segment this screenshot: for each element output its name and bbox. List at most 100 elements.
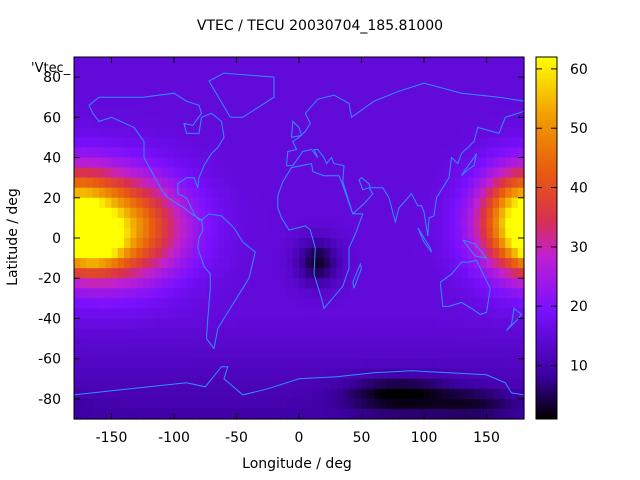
heatmap-cell — [267, 217, 275, 229]
heatmap-cell — [86, 167, 94, 179]
heatmap-cell — [467, 217, 475, 229]
heatmap-cell — [230, 197, 238, 209]
heatmap-cell — [142, 248, 150, 259]
heatmap-cell — [111, 268, 119, 279]
heatmap-cell — [99, 177, 106, 189]
heatmap-cell — [236, 298, 244, 309]
heatmap-cell — [211, 348, 219, 360]
heatmap-cell — [255, 67, 263, 78]
heatmap-cell — [442, 388, 450, 400]
heatmap-cell — [392, 298, 400, 309]
heatmap-cell — [492, 378, 500, 390]
heatmap-cell — [211, 97, 219, 108]
heatmap-cell — [411, 358, 419, 370]
heatmap-cell — [417, 197, 425, 209]
heatmap-cell — [305, 77, 313, 88]
heatmap-cell — [330, 298, 338, 309]
heatmap-cell — [292, 147, 300, 159]
heatmap-cell — [430, 157, 438, 169]
heatmap-cell — [386, 217, 394, 229]
heatmap-cell — [280, 258, 288, 269]
heatmap-cell — [517, 298, 525, 309]
heatmap-cell — [180, 57, 188, 68]
heatmap-cell — [124, 378, 131, 390]
heatmap-cell — [405, 298, 413, 309]
heatmap-cell — [474, 177, 481, 189]
heatmap-cell — [136, 268, 144, 279]
heatmap-cell — [511, 258, 519, 269]
heatmap-cell — [361, 338, 369, 350]
heatmap-cell — [311, 57, 319, 68]
heatmap-cell — [449, 378, 456, 390]
heatmap-cell — [361, 328, 369, 340]
heatmap-cell — [386, 67, 394, 78]
heatmap-cell — [411, 318, 419, 330]
heatmap-cell — [374, 117, 381, 128]
heatmap-cell — [492, 197, 500, 209]
heatmap-cell — [317, 328, 325, 340]
x-tick-label: -50 — [225, 430, 248, 446]
heatmap-cell — [405, 328, 413, 340]
heatmap-cell — [455, 318, 463, 330]
heatmap-cell — [499, 358, 506, 370]
heatmap-cell — [74, 288, 81, 299]
plot-annotation: 'Vtec_ — [31, 61, 71, 76]
heatmap-cell — [217, 207, 225, 219]
heatmap-cell — [367, 398, 375, 410]
heatmap-cell — [455, 57, 463, 68]
heatmap-cell — [105, 107, 113, 118]
heatmap-cell — [267, 298, 275, 309]
heatmap-cell — [499, 197, 506, 209]
heatmap-cell — [405, 348, 413, 360]
heatmap-cell — [486, 308, 494, 320]
heatmap-cell — [236, 338, 244, 350]
heatmap-cell — [299, 288, 306, 299]
heatmap-cell — [192, 117, 200, 128]
heatmap-cell — [174, 87, 181, 98]
heatmap-cell — [105, 308, 113, 320]
heatmap-cell — [130, 217, 138, 229]
heatmap-cell — [105, 408, 113, 420]
heatmap-cell — [236, 77, 244, 88]
heatmap-cell — [255, 338, 263, 350]
heatmap-cell — [124, 157, 131, 169]
heatmap-cell — [386, 127, 394, 139]
heatmap-cell — [305, 227, 313, 239]
heatmap-cell — [417, 378, 425, 390]
heatmap-cell — [367, 248, 375, 259]
heatmap-cell — [230, 67, 238, 78]
heatmap-cell — [430, 107, 438, 118]
heatmap-cell — [92, 298, 100, 309]
heatmap-cell — [411, 308, 419, 320]
heatmap-cell — [92, 187, 100, 199]
heatmap-cell — [424, 157, 431, 169]
heatmap-cell — [286, 268, 294, 279]
heatmap-cell — [217, 87, 225, 98]
heatmap-cell — [417, 187, 425, 199]
heatmap-cell — [155, 238, 163, 249]
heatmap-cell — [380, 177, 388, 189]
heatmap-cell — [405, 177, 413, 189]
heatmap-cell — [236, 177, 244, 189]
heatmap-cell — [111, 348, 119, 360]
heatmap-cell — [380, 207, 388, 219]
heatmap-cell — [224, 318, 231, 330]
heatmap-cell — [267, 147, 275, 159]
heatmap-cell — [186, 338, 194, 350]
heatmap-cell — [349, 147, 356, 159]
heatmap-cell — [355, 67, 363, 78]
heatmap-cell — [105, 278, 113, 289]
heatmap-cell — [130, 348, 138, 360]
heatmap-cell — [461, 258, 469, 269]
x-tick-label: 150 — [473, 430, 500, 446]
heatmap-cell — [380, 157, 388, 169]
heatmap-cell — [455, 278, 463, 289]
heatmap-cell — [449, 117, 456, 128]
heatmap-cell — [336, 238, 344, 249]
heatmap-cell — [161, 368, 169, 380]
heatmap-cell — [442, 318, 450, 330]
heatmap-cell — [305, 288, 313, 299]
heatmap-cell — [399, 338, 406, 350]
heatmap-cell — [517, 258, 525, 269]
heatmap-cell — [399, 298, 406, 309]
